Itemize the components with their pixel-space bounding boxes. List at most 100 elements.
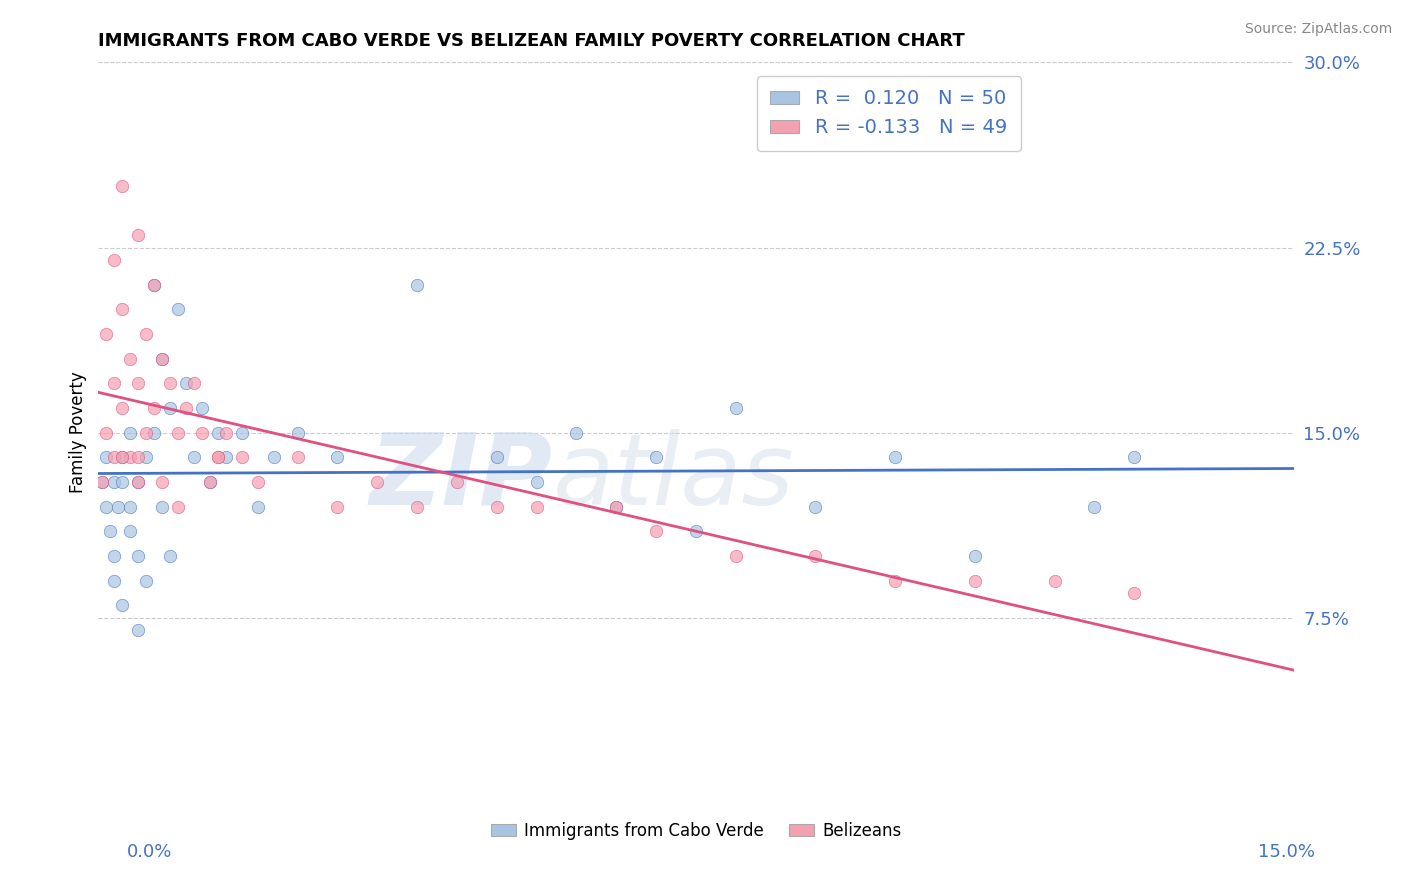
Point (485, 450, 508, 465)
Point (246, 475, 269, 489)
Point (150, 351, 173, 366)
Point (366, 475, 388, 489)
Point (215, 450, 238, 465)
Point (96, 500, 118, 514)
Point (127, 623, 149, 637)
Point (135, 425, 157, 440)
Point (127, 475, 149, 489)
Point (103, 376, 125, 391)
Point (645, 524, 668, 539)
Point (406, 500, 429, 514)
Point (103, 450, 125, 465)
Point (98, 524, 122, 539)
Point (127, 475, 149, 489)
Point (135, 574, 157, 588)
Point (287, 450, 309, 465)
Point (127, 228, 149, 243)
Point (167, 425, 190, 440)
Point (724, 549, 747, 563)
Point (159, 401, 181, 415)
Point (143, 401, 166, 415)
Point (120, 450, 142, 465)
Point (120, 351, 142, 366)
Point (191, 425, 214, 440)
Point (183, 376, 205, 391)
Point (963, 574, 986, 588)
Point (174, 401, 197, 415)
Point (1083, 500, 1105, 514)
Point (246, 500, 269, 514)
Point (406, 277, 429, 292)
Point (326, 500, 349, 514)
Point (127, 450, 149, 465)
Point (446, 475, 468, 489)
Point (645, 450, 668, 465)
Point (605, 500, 627, 514)
Point (174, 376, 197, 391)
Point (685, 524, 707, 539)
Point (120, 425, 142, 440)
Point (215, 425, 238, 440)
Point (143, 425, 166, 440)
Point (183, 450, 205, 465)
Point (724, 401, 747, 415)
Point (111, 401, 134, 415)
Point (150, 351, 173, 366)
Text: ZIP: ZIP (370, 428, 553, 525)
Point (120, 524, 142, 539)
Point (167, 302, 190, 317)
Point (1123, 586, 1146, 600)
Legend: Immigrants from Cabo Verde, Belizeans: Immigrants from Cabo Verde, Belizeans (484, 815, 908, 847)
Point (565, 425, 588, 440)
Text: 0.0%: 0.0% (127, 843, 172, 861)
Point (127, 549, 149, 563)
Point (804, 549, 827, 563)
Point (159, 549, 181, 563)
Point (103, 252, 125, 267)
Point (135, 326, 157, 341)
Point (1123, 450, 1146, 465)
Point (1043, 574, 1066, 588)
Point (526, 500, 548, 514)
Point (111, 475, 134, 489)
Point (120, 500, 142, 514)
Point (103, 549, 125, 563)
Point (143, 277, 166, 292)
Point (884, 450, 907, 465)
Point (326, 450, 349, 465)
Point (103, 574, 125, 588)
Point (526, 475, 548, 489)
Point (96, 326, 118, 341)
Y-axis label: Family Poverty: Family Poverty (69, 372, 87, 493)
Point (103, 475, 125, 489)
Point (91, 475, 114, 489)
Point (96, 425, 118, 440)
Point (135, 450, 157, 465)
Point (150, 500, 173, 514)
Point (96, 450, 118, 465)
Point (111, 302, 134, 317)
Point (91, 475, 114, 489)
Point (287, 425, 309, 440)
Point (963, 549, 986, 563)
Point (231, 450, 253, 465)
Point (207, 450, 229, 465)
Point (167, 500, 190, 514)
Text: atlas: atlas (553, 428, 794, 525)
Point (107, 500, 129, 514)
Point (111, 450, 134, 465)
Point (198, 475, 221, 489)
Point (884, 574, 907, 588)
Point (605, 500, 627, 514)
Point (150, 475, 173, 489)
Point (191, 401, 214, 415)
Point (207, 425, 229, 440)
Point (198, 475, 221, 489)
Point (159, 376, 181, 391)
Point (111, 450, 134, 465)
Text: IMMIGRANTS FROM CABO VERDE VS BELIZEAN FAMILY POVERTY CORRELATION CHART: IMMIGRANTS FROM CABO VERDE VS BELIZEAN F… (98, 32, 965, 50)
Point (111, 599, 134, 613)
Point (231, 425, 253, 440)
Point (207, 450, 229, 465)
Point (127, 376, 149, 391)
